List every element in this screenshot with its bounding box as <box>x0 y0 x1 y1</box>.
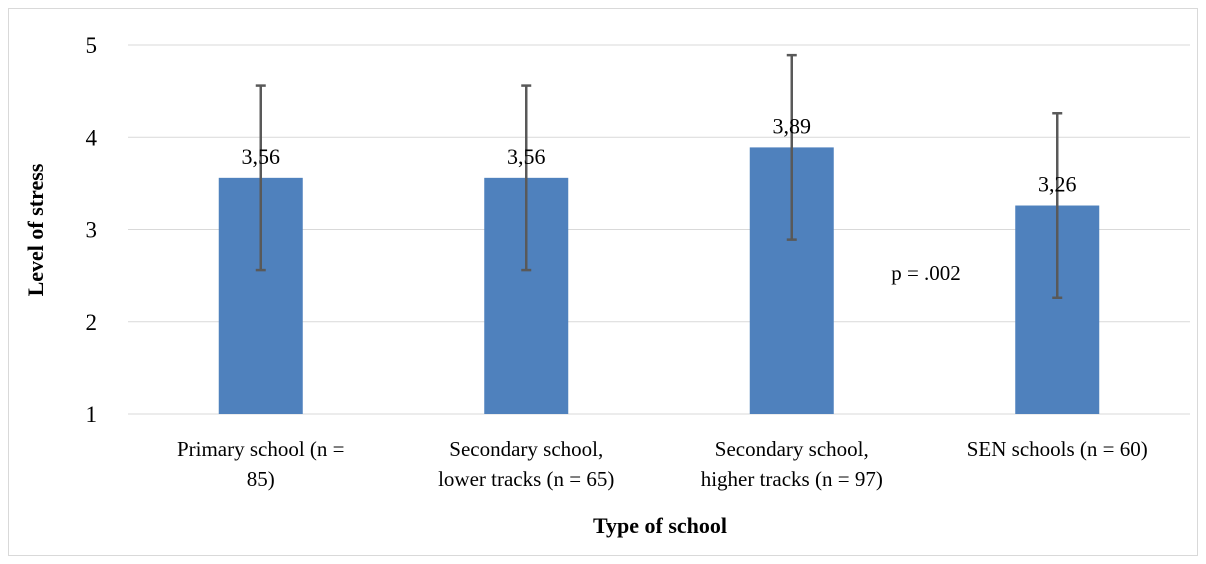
data-label: 3,89 <box>773 113 812 138</box>
data-label: 3,56 <box>242 144 281 169</box>
x-axis-title: Type of school <box>593 513 727 538</box>
grid-lines <box>128 44 1190 415</box>
x-category-label: SEN schools (n = 60) <box>967 437 1148 461</box>
x-category-label: Secondary school, higher tracks (n = 97) <box>701 437 883 491</box>
data-label: 3,26 <box>1038 172 1077 197</box>
bars <box>218 147 1100 414</box>
y-tick-label: 2 <box>86 310 98 335</box>
y-tick-label: 3 <box>86 218 98 243</box>
chart-frame <box>8 8 1198 556</box>
x-category-labels: Primary school (n = 85) Secondary school, l… <box>177 437 1148 491</box>
y-tick-label: 1 <box>86 402 98 427</box>
y-tick-labels: 1 2 3 4 5 <box>86 33 98 427</box>
p-value-annotation: p = .002 <box>891 261 961 285</box>
data-labels: 3,56 3,56 3,89 3,26 <box>242 113 1077 196</box>
y-axis-title: Level of stress <box>23 163 48 296</box>
data-label: 3,56 <box>507 144 546 169</box>
y-tick-label: 5 <box>86 33 98 58</box>
x-category-label: Secondary school, lower tracks (n = 65) <box>438 437 614 491</box>
error-bars <box>255 53 1063 300</box>
x-category-label: Primary school (n = 85) <box>177 437 345 491</box>
y-tick-label: 4 <box>86 125 98 150</box>
